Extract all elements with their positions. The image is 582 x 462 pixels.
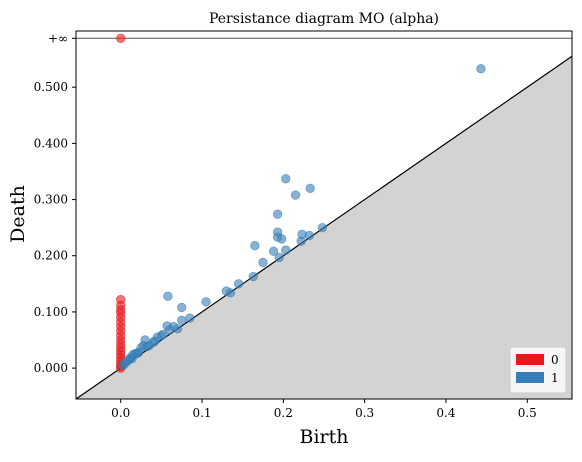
infinity-tick-label: +∞ bbox=[48, 31, 68, 45]
series-1-point bbox=[163, 291, 173, 301]
chart-title: Persistance diagram MO (alpha) bbox=[209, 11, 439, 27]
y-tick-label: 0.100 bbox=[34, 305, 68, 319]
x-tick-label: 0.5 bbox=[518, 406, 537, 420]
legend-swatch-1 bbox=[516, 372, 544, 383]
series-1-point bbox=[277, 234, 287, 244]
series-1-point bbox=[127, 353, 137, 364]
series-1-point bbox=[268, 246, 279, 256]
series-1-point bbox=[476, 63, 486, 74]
series-1-point bbox=[290, 190, 301, 200]
series-1-point bbox=[177, 315, 187, 326]
series-1-point bbox=[150, 336, 160, 346]
series-0-point bbox=[116, 33, 126, 44]
y-tick-label: 0.000 bbox=[34, 361, 68, 375]
x-tick-label: 0.3 bbox=[355, 406, 374, 420]
series-1-point bbox=[296, 236, 306, 246]
series-1-point bbox=[233, 279, 244, 289]
y-axis-title: Death bbox=[7, 185, 29, 243]
plot-area: 0.0 0.1 0.2 0.3 0.4 0.5 0.000 0.100 0.200 0.300 0.… bbox=[34, 30, 573, 420]
series-1-point bbox=[281, 245, 291, 255]
legend-swatch-0 bbox=[516, 354, 544, 365]
x-tick-label: 0.0 bbox=[111, 406, 130, 420]
series-1-point bbox=[142, 342, 152, 352]
series-1-point bbox=[258, 257, 268, 268]
series-1-point bbox=[250, 240, 260, 251]
y-tick-label: 0.400 bbox=[34, 136, 68, 150]
series-1-point bbox=[172, 324, 183, 334]
legend-label-0: 0 bbox=[551, 353, 559, 367]
series-1-point bbox=[317, 222, 328, 233]
series-1-point bbox=[201, 297, 211, 307]
series-1-point bbox=[305, 183, 315, 194]
series-1-point bbox=[248, 271, 258, 282]
series-1-point bbox=[281, 174, 291, 184]
y-tick-label: 0.300 bbox=[34, 193, 68, 207]
series-1-point bbox=[272, 209, 283, 219]
y-tick-label: 0.200 bbox=[34, 249, 68, 263]
axes-frame bbox=[75, 30, 573, 400]
series-1-point bbox=[177, 302, 187, 313]
series-1-point bbox=[225, 288, 236, 298]
y-tick-label: 0.500 bbox=[34, 80, 68, 94]
series-1-point bbox=[304, 230, 315, 241]
x-tick-label: 0.2 bbox=[274, 406, 293, 420]
legend-label-1: 1 bbox=[551, 371, 559, 385]
series-1-point bbox=[274, 252, 284, 263]
x-axis-title: Birth bbox=[300, 426, 349, 448]
series-1-point bbox=[118, 360, 128, 370]
series-1-point bbox=[185, 313, 195, 323]
series-1-point bbox=[158, 329, 168, 340]
x-tick-label: 0.1 bbox=[192, 406, 211, 420]
x-tick-label: 0.4 bbox=[436, 406, 455, 420]
